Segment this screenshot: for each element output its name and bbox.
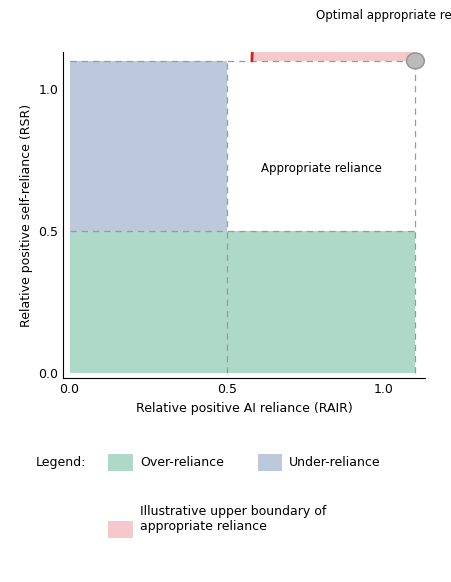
Text: Illustrative upper boundary of
appropriate reliance: Illustrative upper boundary of appropria… bbox=[140, 505, 326, 533]
Y-axis label: Relative positive self-reliance (RSR): Relative positive self-reliance (RSR) bbox=[20, 104, 33, 327]
Text: Appropriate reliance: Appropriate reliance bbox=[260, 162, 381, 175]
Polygon shape bbox=[251, 0, 414, 61]
Text: Over-reliance: Over-reliance bbox=[140, 456, 224, 469]
Text: Optimal appropriate reliance: Optimal appropriate reliance bbox=[315, 9, 451, 22]
Text: Legend:: Legend: bbox=[36, 456, 86, 469]
Bar bbox=[69, 231, 414, 372]
Text: Under-reliance: Under-reliance bbox=[289, 456, 380, 469]
Circle shape bbox=[406, 53, 423, 69]
X-axis label: Relative positive AI reliance (RAIR): Relative positive AI reliance (RAIR) bbox=[135, 402, 352, 415]
Bar bbox=[69, 61, 226, 231]
